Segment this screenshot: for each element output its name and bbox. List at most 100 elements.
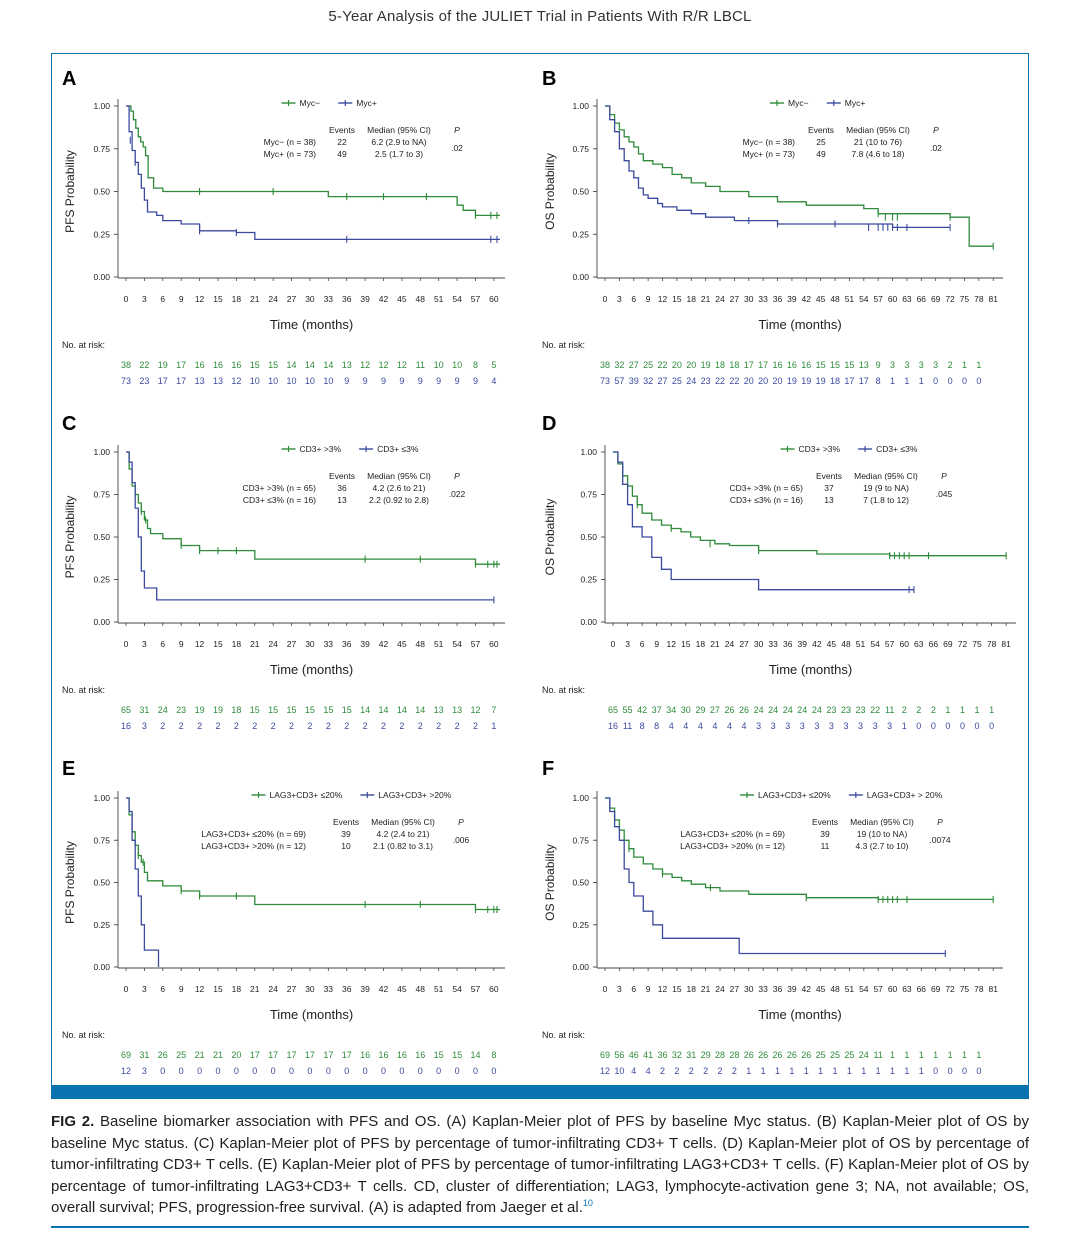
panel-b-y-axis-title: OS Probability	[543, 153, 557, 230]
panel-e-risk-label: No. at risk:	[62, 1030, 105, 1040]
panel-d-x-tick-label: 81	[1001, 639, 1011, 649]
panel-c-risk-count-blue: 2	[344, 721, 349, 731]
panel-e-risk-count-green: 21	[213, 1050, 223, 1060]
panel-a-risk-count-blue: 17	[176, 376, 186, 386]
panel-b-risk-count-blue: 0	[933, 376, 938, 386]
panel-d-risk-count-blue: 0	[945, 721, 950, 731]
panel-d-risk-count-blue: 0	[975, 721, 980, 731]
panel-e-legend-label: LAG3+CD3+ ≤20%	[270, 790, 343, 800]
panel-c-risk-count-green: 14	[379, 705, 389, 715]
panel-f-risk-count-blue: 0	[948, 1066, 953, 1076]
panel-c-risk-count-blue: 2	[234, 721, 239, 731]
panel-b-risk-count-blue: 22	[729, 376, 739, 386]
panel-f-x-tick-label: 51	[845, 984, 855, 994]
panel-f-x-tick-label: 39	[787, 984, 797, 994]
panel-d-risk-label: No. at risk:	[542, 685, 585, 695]
panel-c-risk-count-green: 15	[250, 705, 260, 715]
panel-a-x-tick-label: 6	[160, 294, 165, 304]
panel-b-risk-count-green: 9	[876, 360, 881, 370]
panel-e-x-tick-label: 3	[142, 984, 147, 994]
panel-b-risk-count-green: 38	[600, 360, 610, 370]
panel-a-x-tick-label: 21	[250, 294, 260, 304]
panel-a-x-tick-label: 33	[324, 294, 334, 304]
panel-a-y-tick-label: 0.50	[93, 187, 110, 197]
panel-f-p-value: .0074	[929, 835, 951, 845]
panel-e-x-tick-label: 60	[489, 984, 499, 994]
panel-e-risk-count-green: 16	[415, 1050, 425, 1060]
panel-e-risk-count-green: 16	[397, 1050, 407, 1060]
panel-f-risk-count-blue: 2	[674, 1066, 679, 1076]
panel-b-risk-count-blue: 23	[701, 376, 711, 386]
panel-e-x-tick-label: 36	[342, 984, 352, 994]
panel-b-risk-count-green: 3	[890, 360, 895, 370]
panel-e-risk-count-blue: 12	[121, 1066, 131, 1076]
panel-d-risk-count-blue: 8	[640, 721, 645, 731]
panel-a-risk-count-blue: 10	[305, 376, 315, 386]
panel-c-legend-label: CD3+ >3%	[300, 444, 342, 454]
panel-b-x-tick-label: 3	[617, 294, 622, 304]
panel-c-y-axis-title: PFS Probability	[63, 496, 77, 579]
panel-b-risk-count-blue: 19	[816, 376, 826, 386]
panel-d-letter: D	[542, 413, 556, 435]
running-head: 5-Year Analysis of the JULIET Trial in P…	[328, 8, 752, 25]
panel-c-x-tick-label: 39	[360, 639, 370, 649]
panel-d-risk-count-blue: 4	[742, 721, 747, 731]
panel-b-km-curve-blue	[605, 105, 951, 229]
panel-f-x-tick-label: 0	[603, 984, 608, 994]
panel-f-x-tick-label: 69	[931, 984, 941, 994]
panel-c-risk-count-blue: 2	[160, 721, 165, 731]
panel-b-x-tick-label: 12	[658, 294, 668, 304]
panel-e-p-value: .006	[453, 835, 470, 845]
panel-d-risk-count-blue: 3	[756, 721, 761, 731]
panel-f-risk-count-blue: 1	[890, 1066, 895, 1076]
panel-b-risk-count-green: 25	[643, 360, 653, 370]
panel-c-risk-count-blue: 16	[121, 721, 131, 731]
panel-d-x-tick-label: 18	[696, 639, 706, 649]
panel-c-x-tick-label: 36	[342, 639, 352, 649]
panel-b-x-tick-label: 60	[888, 294, 898, 304]
panel-c-risk-count-green: 14	[397, 705, 407, 715]
panel-c-risk-count-green: 15	[323, 705, 333, 715]
panel-b-risk-count-green: 20	[672, 360, 682, 370]
panel-d-risk-count-blue: 16	[608, 721, 618, 731]
panel-a-risk-count-blue: 10	[287, 376, 297, 386]
panel-f-risk-count-green: 41	[643, 1050, 653, 1060]
panel-c-stats-header-median: Median (95% CI)	[367, 471, 431, 481]
panel-c-risk-label: No. at risk:	[62, 685, 105, 695]
panel-f-x-tick-label: 36	[773, 984, 783, 994]
panel-a-stats-header-p: P	[454, 125, 460, 135]
panel-b-x-tick-label: 54	[859, 294, 869, 304]
panel-b-risk-count-blue: 18	[830, 376, 840, 386]
panel-a-risk-count-blue: 23	[139, 376, 149, 386]
panel-b-risk-count-green: 16	[801, 360, 811, 370]
panel-b-risk-count-blue: 20	[744, 376, 754, 386]
panel-f-risk-count-blue: 1	[876, 1066, 881, 1076]
panel-c-risk-count-green: 14	[415, 705, 425, 715]
panel-b-y-tick-label: 0.25	[572, 229, 589, 239]
panel-e-legend-label: LAG3+CD3+ >20%	[378, 790, 451, 800]
panel-b-risk-count-blue: 39	[629, 376, 639, 386]
panel-d-stats-row-median: 19 (9 to NA)	[863, 483, 909, 493]
panel-f-risk-count-green: 1	[933, 1050, 938, 1060]
panel-f-risk-count-green: 26	[773, 1050, 783, 1060]
panel-e-x-tick-label: 39	[360, 984, 370, 994]
panel-a-km-curve-blue	[126, 105, 500, 241]
panel-f-risk-count-blue: 2	[718, 1066, 723, 1076]
panel-d-risk-count-blue: 3	[800, 721, 805, 731]
panel-c-x-tick-label: 0	[124, 639, 129, 649]
panel-a-y-tick-label: 1.00	[93, 101, 110, 111]
panel-d-stats-row-label: CD3+ >3% (n = 65)	[730, 483, 804, 493]
panel-c-risk-count-green: 12	[470, 705, 480, 715]
panel-a-x-tick-label: 54	[452, 294, 462, 304]
panel-b-risk-count-green: 15	[844, 360, 854, 370]
panel-f-risk-count-blue: 1	[904, 1066, 909, 1076]
panel-f-x-tick-label: 9	[646, 984, 651, 994]
panel-d-x-tick-label: 42	[812, 639, 822, 649]
panel-b-stats-row-label: Myc+ (n = 73)	[743, 149, 796, 159]
panel-a-legend-label: Myc+	[356, 98, 377, 108]
panel-e-stats-row-events: 39	[341, 829, 351, 839]
panel-d-risk-count-green: 37	[652, 705, 662, 715]
panel-f-letter: F	[542, 758, 554, 780]
panel-b-risk-count-green: 13	[859, 360, 869, 370]
panel-d-x-tick-label: 12	[667, 639, 677, 649]
